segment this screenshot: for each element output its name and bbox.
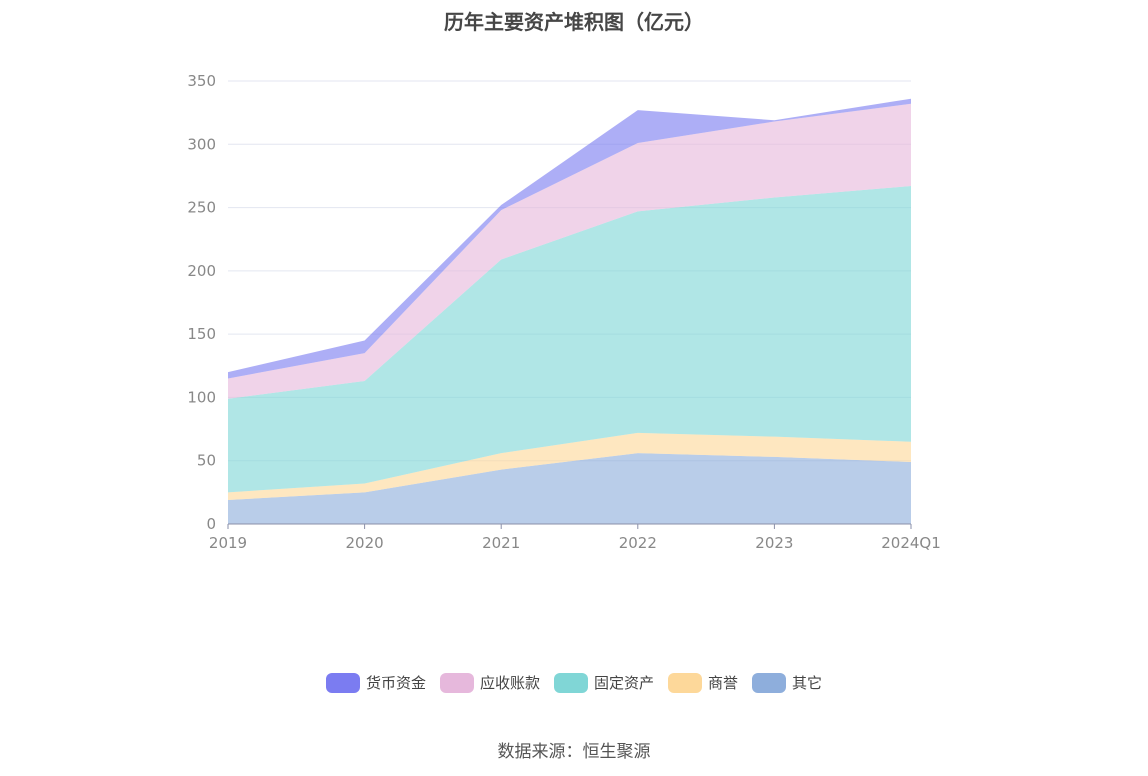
chart-title: 历年主要资产堆积图（亿元） [444,10,704,34]
legend: 货币资金 应收账款 固定资产 商誉 其它 [0,672,1148,693]
x-tick-label: 2023 [755,534,793,552]
y-tick-label: 0 [206,515,216,533]
legend-label: 其它 [792,674,823,692]
legend-item[interactable]: 应收账款 [439,672,540,693]
legend-swatch [553,672,588,693]
legend-swatch [668,672,702,693]
y-tick-label: 200 [187,262,216,280]
x-tick-label: 2024Q1 [881,534,941,552]
area-固定资产 [228,186,911,493]
x-tick-label: 2022 [619,534,657,552]
area-货币资金 [228,98,911,379]
legend-item[interactable]: 其它 [752,672,822,693]
legend-item[interactable]: 固定资产 [553,672,654,693]
y-tick-label: 150 [187,325,216,343]
legend-item[interactable]: 商誉 [668,672,738,693]
legend-label: 应收账款 [479,674,540,692]
x-tick-label: 2020 [346,534,384,552]
area-应收账款 [228,103,911,399]
legend-item[interactable]: 货币资金 [325,672,426,693]
data-source: 数据来源：恒生聚源 [497,742,651,762]
legend-swatch [439,672,474,693]
legend-swatch [325,672,360,693]
y-tick-label: 250 [187,199,216,217]
legend-label: 固定资产 [593,674,654,692]
y-tick-label: 100 [187,388,216,406]
y-tick-label: 350 [187,72,216,90]
y-tick-label: 50 [197,452,216,470]
area-商誉 [228,432,911,500]
area-其它 [228,453,911,524]
y-tick-label: 300 [187,135,216,153]
legend-label: 货币资金 [365,674,426,692]
x-tick-label: 2021 [482,534,520,552]
x-tick-label: 2019 [209,534,247,552]
legend-swatch [752,672,787,693]
legend-label: 商誉 [708,674,739,692]
